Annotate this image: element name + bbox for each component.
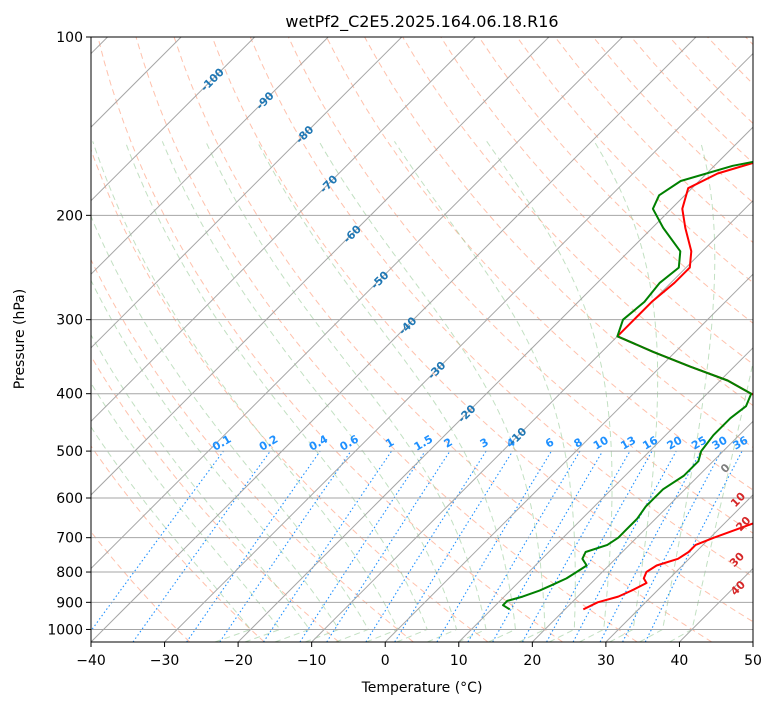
isotherm-line xyxy=(531,420,753,642)
moist-adiabat-line xyxy=(593,141,659,642)
moist-adiabat-line xyxy=(669,360,753,642)
y-tick-label: 600 xyxy=(56,491,83,507)
y-tick-label: 900 xyxy=(56,595,83,611)
moist-adiabat-line xyxy=(91,382,281,642)
x-tick-label: 10 xyxy=(450,653,468,669)
x-tick-label: 40 xyxy=(671,653,689,669)
x-tick-label: −10 xyxy=(297,653,327,669)
mixing-ratio-line xyxy=(299,450,426,642)
mixing-ratio-line xyxy=(263,450,392,642)
y-tick-label: 100 xyxy=(56,30,83,46)
series-layer xyxy=(502,160,753,611)
isotherm-line xyxy=(384,273,753,642)
dry-adiabat-line xyxy=(287,37,753,534)
mixing-ratio-line xyxy=(644,450,743,642)
dry-adiabat-line xyxy=(249,37,753,578)
mixing-ratio-line xyxy=(91,450,224,632)
isotherm-line xyxy=(91,37,403,349)
plot-frame xyxy=(90,36,754,643)
chart-title: wetPf2_C2E5.2025.164.06.18.R16 xyxy=(285,12,558,32)
isotherm-line xyxy=(164,52,753,642)
dry-adiabat-line xyxy=(91,258,414,642)
dry-adiabat-line xyxy=(91,445,265,642)
moist-adiabat-line xyxy=(486,141,613,642)
moist-adiabat-line xyxy=(91,333,311,642)
mixing-ratio-line xyxy=(219,450,352,642)
x-tick-label: 30 xyxy=(597,653,615,669)
mixing-ratio-line xyxy=(522,450,631,642)
mixing-ratio-line xyxy=(326,450,451,642)
dry-adiabat-line xyxy=(211,37,753,623)
y-tick-label: 400 xyxy=(56,387,83,403)
isotherm-line xyxy=(237,126,753,642)
dry-adiabat-line xyxy=(326,37,753,491)
isotherm-line xyxy=(91,37,623,570)
dewpoint-profile-line xyxy=(502,160,753,611)
y-axis-label: Pressure (hPa) xyxy=(12,289,28,389)
isotherm-line xyxy=(91,37,476,423)
moist-adiabat-line xyxy=(393,141,576,642)
dry-adiabat-line xyxy=(91,355,340,642)
isotherm-line xyxy=(458,347,753,642)
x-tick-label: 0 xyxy=(381,653,390,669)
moist-adiabat-line xyxy=(161,141,458,642)
y-tick-label: 800 xyxy=(56,565,83,581)
moist-adiabat-line xyxy=(91,214,370,642)
isotherm-line xyxy=(311,199,753,642)
mixing-ratio-line xyxy=(394,450,514,642)
moist-adiabat-line xyxy=(205,141,487,642)
y-tick-label: 1000 xyxy=(47,622,83,638)
isobar-layer xyxy=(91,37,753,630)
x-tick-label: −40 xyxy=(76,653,106,669)
moist-adiabat-line xyxy=(256,141,517,642)
x-tick-label: 50 xyxy=(744,653,762,669)
x-tick-label: 20 xyxy=(523,653,541,669)
y-tick-label: 300 xyxy=(56,313,83,329)
isotherm-line xyxy=(91,37,329,275)
x-tick-label: −20 xyxy=(223,653,253,669)
y-tick-label: 700 xyxy=(56,531,83,547)
moist-adiabat-line xyxy=(92,141,399,642)
axis-layer: −40 −30 −20 −10 0 10 20 30 40 50 100 200 300 400 500 60… xyxy=(47,30,762,669)
mixing-ratio-line xyxy=(186,450,321,642)
mixing-ratio-line xyxy=(132,450,271,642)
mixing-ratio-line xyxy=(572,450,677,642)
isotherm-line xyxy=(91,37,550,496)
isotherm-line xyxy=(91,37,697,642)
y-tick-label: 500 xyxy=(56,444,83,460)
y-tick-label: 200 xyxy=(56,208,83,224)
x-axis-label: Temperature (°C) xyxy=(361,680,483,696)
mixing-ratio-line xyxy=(546,450,653,642)
moist-adiabat-line xyxy=(91,426,252,642)
moist-adiabat-line xyxy=(318,141,546,642)
isotherm-line xyxy=(91,37,256,202)
x-tick-label: −30 xyxy=(150,653,180,669)
dry-adiabat-line xyxy=(97,37,563,642)
moist-adiabat-line xyxy=(91,279,340,642)
dry-adiabat-line xyxy=(173,37,713,642)
grid-layer xyxy=(91,37,753,642)
moist-adiabat-line xyxy=(124,141,428,642)
